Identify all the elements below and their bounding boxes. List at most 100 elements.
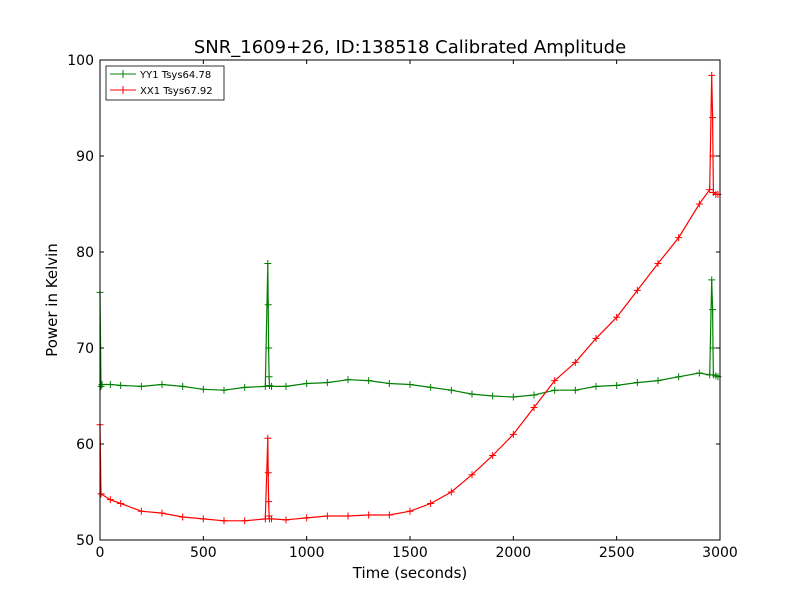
x-axis-label: Time (seconds) [352,564,468,582]
chart-title: SNR_1609+26, ID:138518 Calibrated Amplit… [194,37,626,58]
data-point-xx1-9 [241,517,249,525]
data-point-yy1-27 [468,390,476,398]
data-point-yy1-23 [385,380,393,388]
data-point-xx1-2 [106,496,114,504]
data-point-xx1-17 [282,516,290,524]
data-point-yy1-25 [427,383,435,391]
data-point-xx1-13 [265,498,273,506]
data-point-yy1-37 [675,373,683,381]
y-tick-label-80: 80 [76,245,94,261]
x-tick-label-1500: 1500 [392,545,428,561]
data-point-xx1-3 [117,500,125,508]
data-point-xx1-27 [489,452,497,460]
data-point-xx1-34 [633,286,641,294]
x-tick-label-1000: 1000 [289,545,325,561]
data-point-xx1-6 [179,513,187,521]
data-point-yy1-13 [264,301,272,309]
x-tick-label-2000: 2000 [496,545,532,561]
x-tick-label-2500: 2500 [599,545,635,561]
data-point-xx1-1 [97,490,105,498]
data-point-xx1-31 [571,358,579,366]
data-point-yy1-19 [303,380,311,388]
legend-entry-xx1: XX1 Tsys67.92 [110,86,213,97]
data-point-xx1-32 [592,334,600,342]
data-point-xx1-12 [264,469,272,477]
y-tick-label-90: 90 [76,149,94,165]
data-point-yy1-33 [592,382,600,390]
series-layer [96,71,722,525]
legend-label-xx1: XX1 Tsys67.92 [140,86,213,97]
data-point-yy1-12 [264,260,272,268]
data-point-xx1-41 [709,152,717,160]
data-point-xx1-33 [613,313,621,321]
data-point-xx1-8 [220,517,228,525]
legend: YY1 Tsys64.78 XX1 Tsys67.92 [105,65,225,101]
data-point-xx1-24 [427,500,435,508]
x-tick-label-3000: 3000 [702,545,738,561]
data-point-yy1-9 [220,386,228,394]
data-point-yy1-5 [137,382,145,390]
data-point-xx1-19 [323,512,331,520]
legend-marker-xx1 [119,86,127,94]
legend-marker-yy1 [119,70,127,78]
data-point-yy1-10 [241,383,249,391]
data-point-yy1-22 [365,377,373,385]
x-tick-label-0: 0 [96,545,105,561]
data-point-xx1-4 [137,507,145,515]
data-point-xx1-36 [675,234,683,242]
data-point-yy1-6 [158,380,166,388]
data-point-yy1-31 [551,386,559,394]
data-point-yy1-34 [613,381,621,389]
y-tick-label-50: 50 [76,533,94,549]
tick-layer: 0 500 1000 1500 2000 2500 3000 50 60 70 80 90 100 [67,53,738,561]
data-point-yy1-8 [199,385,207,393]
data-point-xx1-28 [509,430,517,438]
data-point-xx1-25 [447,488,455,496]
data-point-xx1-18 [303,514,311,522]
data-point-yy1-32 [571,386,579,394]
x-tick-label-500: 500 [190,545,217,561]
data-point-yy1-4 [117,381,125,389]
data-point-xx1-26 [468,471,476,479]
data-point-yy1-17 [268,382,276,390]
data-point-xx1-22 [385,511,393,519]
data-point-yy1-42 [709,344,717,352]
data-point-xx1-30 [551,377,559,385]
data-point-yy1-35 [633,379,641,387]
data-point-yy1-36 [654,377,662,385]
y-tick-label-100: 100 [67,53,94,69]
data-point-yy1-28 [489,392,497,400]
data-point-yy1-40 [708,276,716,284]
data-point-yy1-24 [406,380,414,388]
legend-frame [105,65,225,101]
data-point-xx1-11 [264,434,272,442]
data-point-yy1-21 [344,376,352,384]
plot-background [100,60,720,540]
data-point-yy1-3 [106,380,114,388]
data-point-xx1-23 [406,507,414,515]
data-point-xx1-7 [199,515,207,523]
data-point-yy1-41 [709,306,717,314]
series-xx1 [96,71,722,525]
data-point-yy1-38 [695,369,703,377]
y-axis-label: Power in Kelvin [43,243,61,357]
series-yy1 [96,260,722,401]
data-point-xx1-20 [344,512,352,520]
data-point-xx1-39 [708,71,716,79]
y-tick-label-70: 70 [76,341,94,357]
data-point-yy1-14 [265,344,273,352]
data-point-xx1-35 [654,260,662,268]
data-point-yy1-20 [323,379,331,387]
y-tick-label-60: 60 [76,437,94,453]
data-point-xx1-37 [695,200,703,208]
data-point-yy1-30 [530,391,538,399]
data-point-yy1-29 [509,393,517,401]
legend-label-yy1: YY1 Tsys64.78 [139,70,211,81]
data-point-yy1-18 [282,382,290,390]
data-point-xx1-5 [158,509,166,517]
data-point-xx1-38 [706,186,714,194]
data-point-xx1-40 [709,114,717,122]
data-point-yy1-15 [265,373,273,381]
